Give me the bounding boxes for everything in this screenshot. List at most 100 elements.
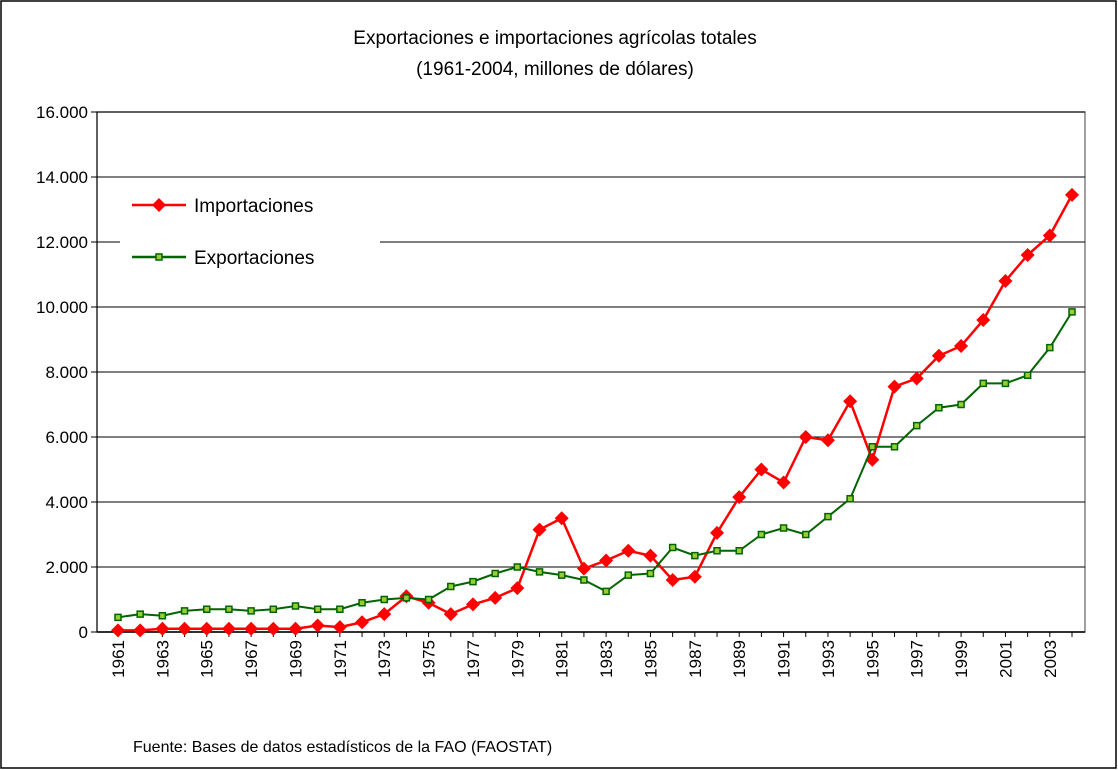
- point: [665, 573, 680, 587]
- x-tick-label: 1967: [242, 640, 261, 678]
- legend: [120, 180, 380, 275]
- point: [465, 597, 480, 612]
- legend-marker: [152, 198, 166, 212]
- y-tick-label: 12.000: [36, 233, 88, 252]
- point: [291, 602, 300, 610]
- point: [358, 599, 366, 607]
- point: [136, 610, 144, 618]
- point: [779, 524, 788, 532]
- x-tick-label: 1987: [686, 640, 705, 678]
- point: [1023, 371, 1032, 379]
- point: [979, 379, 988, 388]
- y-tick-label: 10.000: [36, 298, 88, 317]
- x-tick-label: 2003: [1041, 640, 1060, 678]
- point: [776, 475, 791, 490]
- y-tick-label: 6.000: [45, 428, 88, 447]
- point: [868, 443, 877, 451]
- point: [443, 607, 458, 622]
- point: [402, 594, 411, 602]
- point: [535, 568, 544, 576]
- point: [244, 621, 259, 636]
- chart-subtitle: (1961-2004, millones de dólares): [416, 59, 694, 80]
- point: [469, 577, 477, 586]
- point: [221, 621, 236, 636]
- x-tick-label: 1981: [553, 640, 572, 678]
- point: [177, 621, 192, 636]
- x-tick-label: 1993: [819, 640, 838, 678]
- point: [757, 530, 766, 539]
- x-tick-label: 1975: [420, 640, 439, 678]
- x-tick-label: 1985: [641, 640, 660, 678]
- point: [554, 511, 569, 526]
- series: [114, 308, 1076, 622]
- x-tick-label: 1989: [730, 640, 749, 678]
- point: [976, 313, 991, 327]
- point: [557, 571, 566, 579]
- y-tick-label: 16.000: [36, 103, 88, 122]
- point: [532, 522, 547, 537]
- point: [247, 607, 255, 615]
- point: [646, 569, 655, 578]
- point: [310, 618, 325, 633]
- point: [488, 590, 503, 605]
- point: [843, 394, 858, 409]
- point: [602, 587, 610, 596]
- point: [114, 613, 122, 622]
- point: [687, 569, 702, 584]
- point: [424, 595, 433, 604]
- point: [576, 561, 591, 576]
- x-tick-label: 1995: [863, 640, 882, 678]
- point: [954, 339, 969, 353]
- point: [491, 569, 499, 578]
- point: [890, 443, 899, 451]
- point: [1001, 379, 1010, 388]
- x-tick-label: 1983: [597, 640, 616, 678]
- point: [802, 530, 810, 539]
- x-tick-label: 1979: [508, 640, 527, 678]
- legend-label: Importaciones: [194, 196, 313, 217]
- x-tick-label: 1977: [464, 640, 483, 678]
- point: [269, 605, 278, 613]
- y-tick-label: 4.000: [45, 493, 88, 512]
- point: [935, 404, 943, 412]
- source-note: Fuente: Bases de datos estadísticos de l…: [133, 739, 552, 756]
- point: [1046, 343, 1054, 352]
- point: [155, 621, 170, 636]
- x-tick-label: 2001: [996, 640, 1015, 678]
- x-tick-label: 1961: [109, 640, 128, 678]
- legend-marker: [155, 253, 163, 261]
- point: [202, 605, 211, 613]
- point: [111, 623, 125, 638]
- point: [336, 605, 344, 613]
- point: [1020, 248, 1035, 262]
- point: [957, 400, 965, 409]
- point: [513, 563, 522, 571]
- point: [624, 571, 633, 579]
- point: [199, 621, 214, 636]
- x-tick-label: 1973: [375, 640, 394, 678]
- point: [266, 621, 281, 636]
- x-tick-label: 1999: [952, 640, 971, 678]
- point: [735, 547, 743, 555]
- x-tick-label: 1963: [153, 640, 172, 678]
- point: [158, 612, 167, 620]
- series: [111, 187, 1079, 638]
- x-tick-label: 1969: [286, 640, 305, 678]
- point: [798, 430, 813, 444]
- point: [713, 547, 721, 555]
- point: [447, 582, 455, 591]
- point: [824, 512, 832, 521]
- point: [912, 421, 921, 430]
- point: [180, 607, 189, 615]
- chart-title: Exportaciones e importaciones agrícolas …: [353, 28, 756, 49]
- point: [1042, 228, 1057, 243]
- point: [887, 379, 902, 394]
- point: [580, 576, 588, 584]
- point: [998, 274, 1013, 288]
- point: [691, 551, 699, 560]
- x-tick-label: 1991: [775, 640, 794, 678]
- point: [643, 548, 658, 563]
- x-tick-label: 1965: [198, 640, 217, 678]
- x-tick-label: 1997: [908, 640, 927, 678]
